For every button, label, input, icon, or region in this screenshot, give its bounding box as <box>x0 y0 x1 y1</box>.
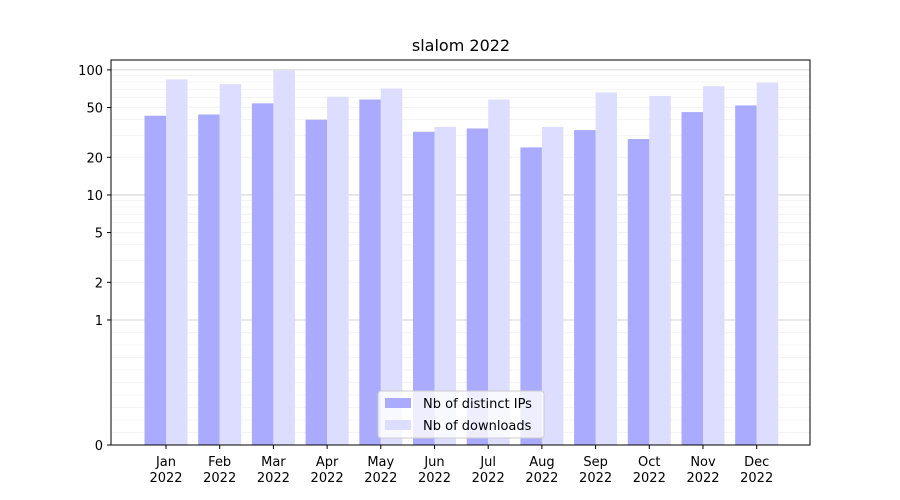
x-tick-label: Oct 2022 <box>633 455 666 486</box>
x-tick-label: Feb 2022 <box>203 455 236 486</box>
y-tick-label: 20 <box>86 151 103 166</box>
x-tick-label: Nov 2022 <box>686 455 719 486</box>
bar-downloads <box>380 88 403 446</box>
bars <box>144 70 779 446</box>
bar-distinct-ips <box>305 119 328 446</box>
legend-label-downloads: Nb of downloads <box>423 419 532 434</box>
bar-distinct-ips <box>520 147 542 446</box>
bar-downloads <box>703 86 725 445</box>
x-tick-label: Jul 2022 <box>472 455 505 486</box>
x-tick-label: Mar 2022 <box>257 455 290 486</box>
chart-title: slalom 2022 <box>412 36 510 55</box>
bar-downloads <box>327 96 349 445</box>
y-tick-label: 100 <box>78 64 103 79</box>
legend-swatch-ips <box>385 398 411 408</box>
bar-downloads <box>649 95 671 446</box>
bar-distinct-ips <box>466 128 489 445</box>
plot-frame <box>110 59 811 446</box>
bar-distinct-ips <box>413 131 435 445</box>
y-tick-label: 50 <box>86 102 103 117</box>
bar-downloads <box>595 92 618 446</box>
bar-distinct-ips <box>681 112 703 445</box>
bar-distinct-ips <box>144 115 166 445</box>
bar-downloads <box>434 126 456 446</box>
legend: Nb of distinct IPs Nb of downloads <box>377 390 545 439</box>
x-tick-label: Sep 2022 <box>579 455 612 486</box>
legend-swatch-downloads <box>385 420 411 430</box>
x-tick-label: May 2022 <box>364 455 397 486</box>
bar-distinct-ips <box>359 99 381 446</box>
bar-distinct-ips <box>735 105 757 446</box>
y-tick-label: 5 <box>95 227 103 242</box>
axes <box>110 59 811 446</box>
y-tick-label: 10 <box>86 189 103 204</box>
x-axis-ticks: Jan 2022 Feb 2022 Mar 2022 Apr 2022 May 2022 Jun 20… <box>149 445 773 486</box>
y-axis-ticks: 0 1 2 5 10 20 50 100 <box>78 64 111 454</box>
y-tick-label: 0 <box>95 439 103 454</box>
bar-distinct-ips <box>627 139 650 445</box>
bar-downloads <box>219 84 242 446</box>
y-tick-label: 1 <box>95 314 103 329</box>
x-tick-label: Aug 2022 <box>525 455 558 486</box>
bar-distinct-ips <box>251 103 274 446</box>
bar-distinct-ips <box>574 130 596 445</box>
x-tick-label: Dec 2022 <box>740 455 773 486</box>
bar-downloads <box>273 70 295 445</box>
bar-downloads <box>541 126 564 446</box>
x-tick-label: Jun 2022 <box>418 455 451 486</box>
legend-label-ips: Nb of distinct IPs <box>423 397 532 412</box>
legend-box <box>377 390 545 439</box>
bar-downloads <box>756 82 779 445</box>
x-tick-label: Apr 2022 <box>311 455 344 486</box>
bar-downloads <box>488 99 510 446</box>
x-tick-label: Jan 2022 <box>149 455 182 486</box>
bar-downloads <box>166 79 188 446</box>
bar-distinct-ips <box>198 114 220 445</box>
y-tick-label: 2 <box>95 276 103 291</box>
